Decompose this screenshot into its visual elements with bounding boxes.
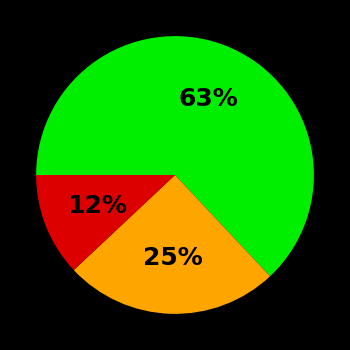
Text: 63%: 63% <box>178 86 238 111</box>
Wedge shape <box>36 36 314 276</box>
Text: 25%: 25% <box>142 246 202 270</box>
Wedge shape <box>36 175 175 270</box>
Text: 12%: 12% <box>68 194 127 218</box>
Wedge shape <box>74 175 270 314</box>
